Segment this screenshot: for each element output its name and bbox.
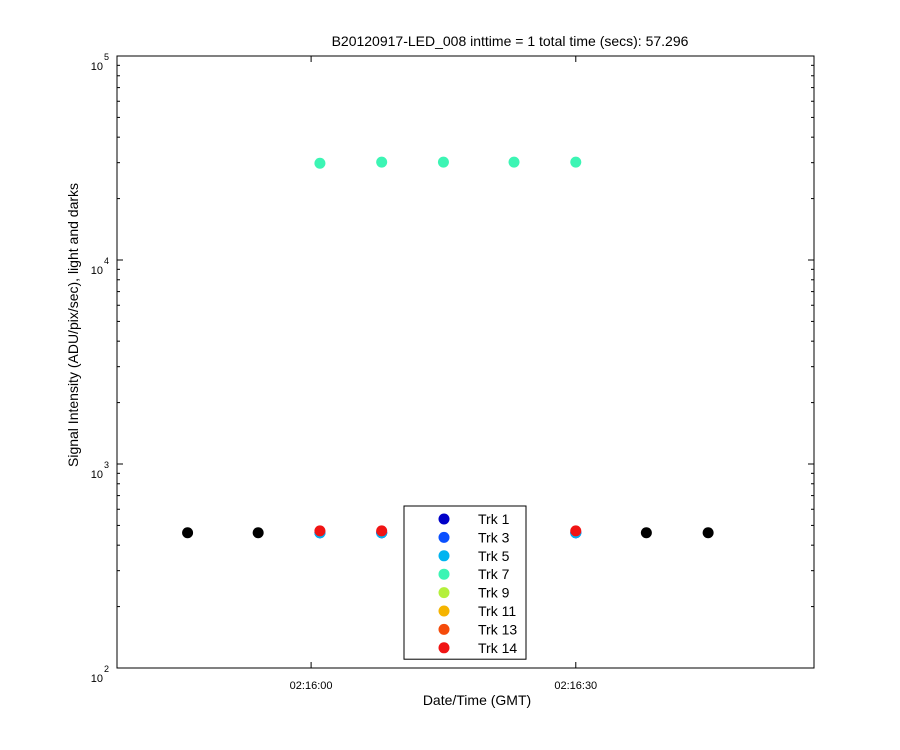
legend-marker [438,513,450,525]
legend-label: Trk 14 [478,640,517,656]
y-axis-label: Signal Intensity (ADU/pix/sec), light an… [65,183,81,467]
legend-marker [438,642,450,654]
dark-point [640,527,652,539]
y-tick-exponent: 3 [104,460,109,470]
data-point [376,156,388,168]
y-tick-exponent: 5 [104,52,109,62]
legend-marker [438,623,450,635]
data-point [314,525,326,537]
x-tick-label: 02:16:00 [290,680,333,692]
dark-point [252,527,264,539]
legend-marker [438,605,450,617]
legend-label: Trk 7 [478,566,510,582]
legend-label: Trk 11 [478,603,516,619]
legend: Trk 1 Trk 3 Trk 5 Trk 7 Trk 9 Trk 11 Trk 13 Trk… [403,505,527,660]
dark-point [702,527,714,539]
legend-label: Trk 5 [478,548,510,564]
data-point [570,525,582,537]
chart-title: B20120917-LED_008 inttime = 1 total time… [332,33,689,49]
data-point [570,156,582,168]
dark-point [182,527,194,539]
legend-marker [438,568,450,580]
legend-marker [438,550,450,562]
y-tick-exponent: 4 [104,256,109,266]
data-point [508,156,520,168]
legend-marker [438,531,450,543]
x-tick-label: 02:16:30 [554,680,597,692]
y-tick-exponent: 2 [104,664,109,674]
legend-box [403,505,527,660]
legend-label: Trk 9 [478,585,510,601]
data-point [376,525,388,537]
y-tick-label: 10 [91,673,103,685]
y-tick-label: 10 [91,61,103,73]
x-axis: 02:16:00 02:16:30 [290,56,597,692]
legend-label: Trk 13 [478,621,517,637]
y-tick-label: 10 [91,265,103,277]
legend-label: Trk 1 [478,511,510,527]
x-axis-label: Date/Time (GMT) [423,692,531,708]
data-point [437,156,449,168]
legend-label: Trk 3 [478,529,510,545]
legend-marker [438,587,450,599]
y-tick-label: 10 [91,469,103,481]
data-point [314,157,326,169]
